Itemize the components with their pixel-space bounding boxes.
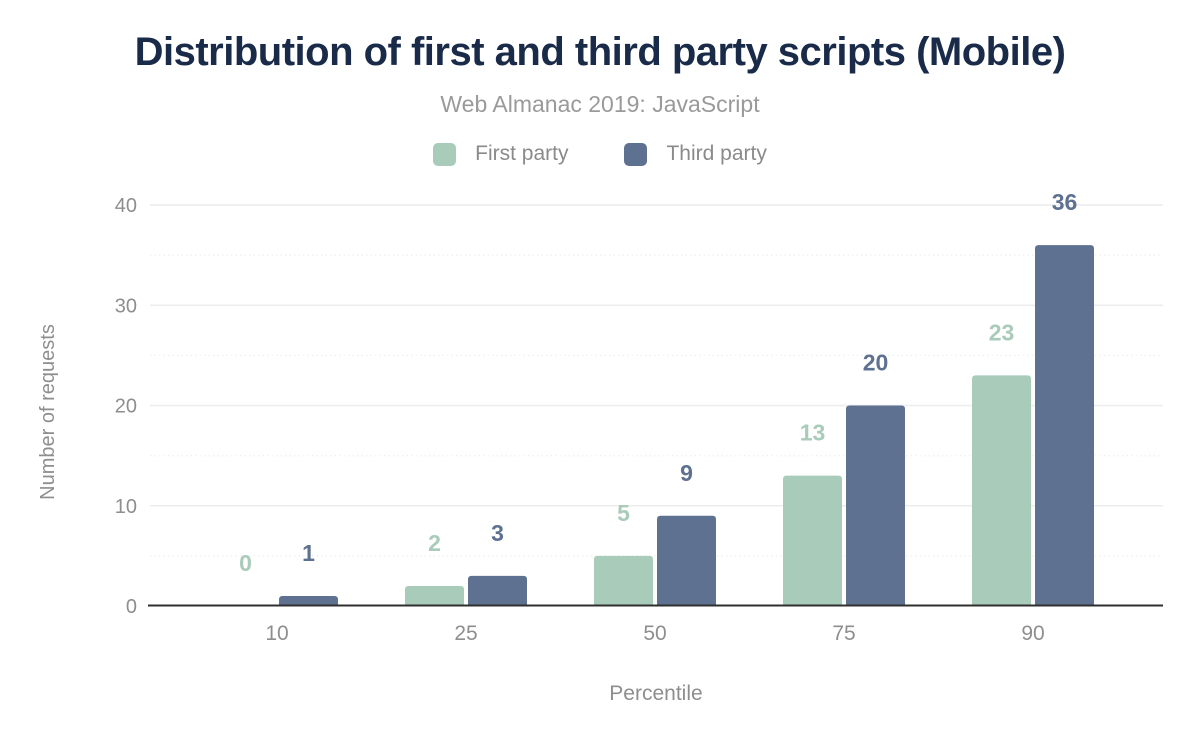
bar-value-label-third-party-p50: 9 bbox=[680, 460, 693, 486]
y-axis-title: Number of requests bbox=[37, 324, 59, 500]
bar-value-label-first-party-p90: 23 bbox=[989, 319, 1015, 345]
x-axis-title: Percentile bbox=[609, 682, 702, 705]
legend-label-first-party: First party bbox=[475, 142, 569, 165]
legend-label-third-party: Third party bbox=[666, 142, 767, 165]
first-party-swatch-icon bbox=[433, 142, 457, 166]
x-axis-tick-label: 25 bbox=[454, 622, 477, 645]
bar-third-party-p50[interactable] bbox=[657, 515, 716, 606]
legend-item-first-party: First party bbox=[433, 142, 568, 166]
x-axis-tick-label: 10 bbox=[265, 622, 288, 645]
bar-value-label-first-party-p10: 0 bbox=[239, 550, 252, 576]
bar-value-label-third-party-p75: 20 bbox=[863, 350, 889, 376]
bar-first-party-p50[interactable] bbox=[594, 555, 653, 606]
bar-first-party-p75[interactable] bbox=[783, 475, 842, 606]
bar-first-party-p25[interactable] bbox=[405, 585, 464, 606]
x-axis-tick-label: 50 bbox=[643, 622, 666, 645]
bar-value-label-first-party-p50: 5 bbox=[617, 500, 630, 526]
x-axis-tick-label: 90 bbox=[1021, 622, 1044, 645]
x-axis-tick-label: 75 bbox=[832, 622, 855, 645]
y-axis-tick-label: 20 bbox=[115, 396, 137, 418]
bar-value-label-third-party-p90: 36 bbox=[1052, 189, 1078, 215]
y-axis-tick-label: 40 bbox=[115, 195, 137, 217]
bar-value-label-first-party-p75: 13 bbox=[800, 420, 826, 446]
bar-value-label-first-party-p25: 2 bbox=[428, 530, 441, 556]
bar-third-party-p75[interactable] bbox=[846, 405, 905, 607]
bar-third-party-p90[interactable] bbox=[1035, 245, 1094, 606]
bar-third-party-p25[interactable] bbox=[468, 575, 527, 606]
legend-item-third-party: Third party bbox=[624, 142, 767, 166]
bar-value-label-third-party-p25: 3 bbox=[491, 520, 504, 546]
y-axis-tick-label: 30 bbox=[115, 295, 137, 317]
bar-value-label-third-party-p10: 1 bbox=[302, 540, 315, 566]
bar-third-party-p10[interactable] bbox=[279, 595, 338, 606]
y-axis-tick-label: 0 bbox=[126, 596, 137, 618]
legend: First party Third party bbox=[0, 142, 1200, 166]
bar-first-party-p90[interactable] bbox=[972, 375, 1031, 606]
y-axis-tick-label: 10 bbox=[115, 496, 137, 518]
chart-subtitle: Web Almanac 2019: JavaScript bbox=[440, 91, 760, 117]
chart-title: Distribution of first and third party sc… bbox=[134, 30, 1066, 74]
third-party-swatch-icon bbox=[624, 142, 648, 166]
